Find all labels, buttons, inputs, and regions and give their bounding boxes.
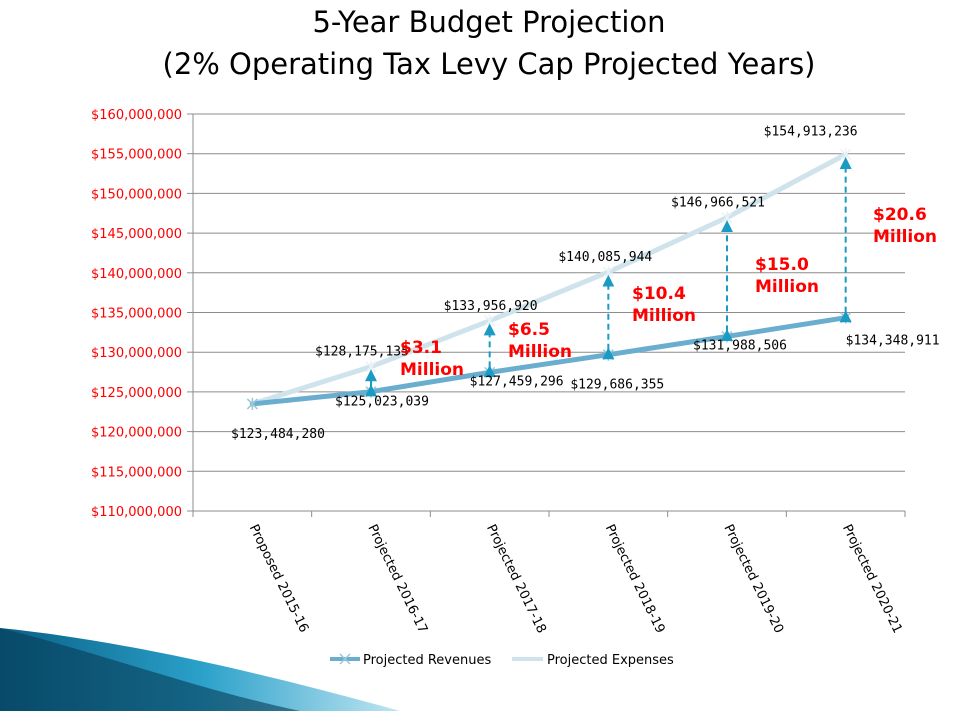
expenses-data-label: $154,913,236 xyxy=(764,124,858,139)
legend-revenues-marker xyxy=(339,653,351,665)
legend-expenses-label: Projected Expenses xyxy=(547,653,674,668)
expenses-data-label: $128,175,135 xyxy=(315,345,409,360)
revenues-data-label: $134,348,911 xyxy=(846,334,940,349)
legend-revenues-label: Projected Revenues xyxy=(363,653,491,668)
y-tick-label: $120,000,000 xyxy=(91,426,182,441)
gap-unit-label: Million xyxy=(632,306,696,326)
y-tick-label: $125,000,000 xyxy=(91,386,182,401)
y-tick-label: $145,000,000 xyxy=(91,227,182,242)
x-category-label: Projected 2018-19 xyxy=(602,522,668,636)
x-category-label: Projected 2020-21 xyxy=(839,522,905,636)
revenues-data-point xyxy=(246,397,258,410)
revenues-data-label: $129,686,355 xyxy=(570,378,664,393)
gap-amount-label: $6.5 xyxy=(508,320,550,340)
y-tick-label: $110,000,000 xyxy=(91,505,182,520)
gap-amount-label: $15.0 xyxy=(755,255,809,275)
x-category-label: Proposed 2015-16 xyxy=(246,522,311,635)
expenses-series-line xyxy=(249,151,849,407)
y-tick-label: $150,000,000 xyxy=(91,187,182,202)
gap-amount-label: $20.6 xyxy=(873,205,927,225)
y-tick-label: $140,000,000 xyxy=(91,267,182,282)
y-tick-label: $155,000,000 xyxy=(91,148,182,163)
chart-subtitle: (2% Operating Tax Levy Cap Projected Yea… xyxy=(162,47,816,81)
decorative-swoosh-dark xyxy=(0,628,300,711)
x-category-label: Projected 2019-20 xyxy=(720,522,786,636)
gap-unit-label: Million xyxy=(755,277,819,297)
gap-unit-label: Million xyxy=(400,360,464,380)
expenses-data-label: $133,956,920 xyxy=(444,299,538,314)
revenues-data-label: $131,988,506 xyxy=(693,338,787,353)
chart-title: 5-Year Budget Projection xyxy=(312,5,666,39)
y-tick-label: $115,000,000 xyxy=(91,465,182,480)
gap-unit-label: Million xyxy=(873,227,937,247)
start-data-label: $123,484,280 xyxy=(231,427,325,442)
revenues-data-label: $127,459,296 xyxy=(470,374,564,389)
expenses-data-label: $146,966,521 xyxy=(671,195,765,210)
gap-amount-label: $3.1 xyxy=(400,338,442,358)
revenues-series-line xyxy=(249,315,849,407)
gap-amount-label: $10.4 xyxy=(632,284,686,304)
x-category-label: Projected 2016-17 xyxy=(364,522,430,636)
gap-unit-label: Million xyxy=(508,342,572,362)
expenses-data-label: $140,085,944 xyxy=(558,250,652,265)
x-category-label: Projected 2017-18 xyxy=(483,522,549,636)
y-tick-label: $160,000,000 xyxy=(91,108,182,123)
y-tick-label: $130,000,000 xyxy=(91,346,182,361)
y-tick-label: $135,000,000 xyxy=(91,307,182,322)
revenues-data-label: $125,023,039 xyxy=(335,395,429,410)
